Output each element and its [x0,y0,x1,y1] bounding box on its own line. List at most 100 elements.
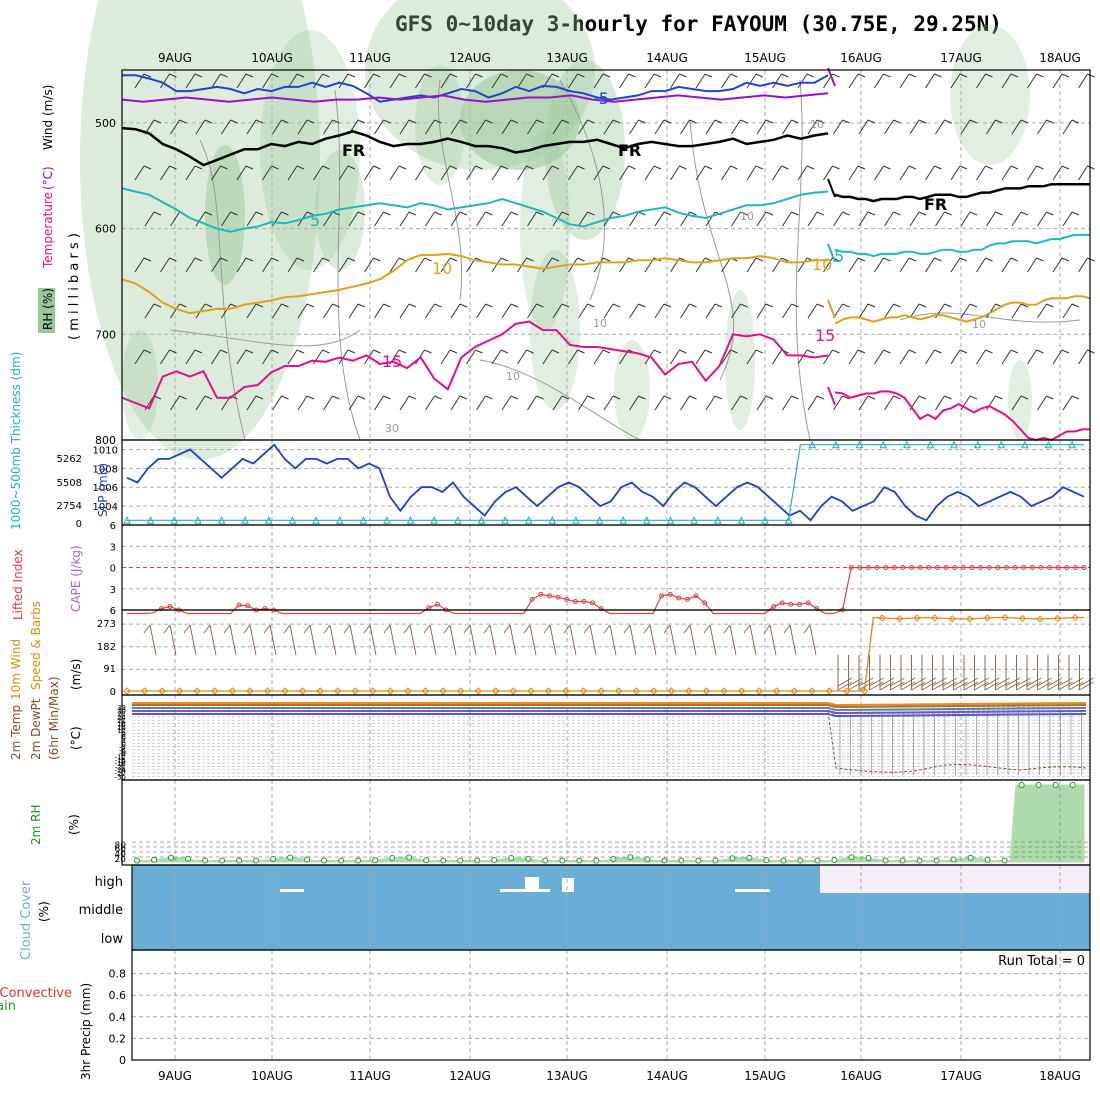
upper-wind-barb [1001,349,1019,365]
lifted-index-marker [883,565,889,570]
surface-wind-barb [323,624,337,656]
upper-wind-barb [287,165,305,181]
upper-wind-barb [746,165,764,181]
upper-wind-barb [705,303,723,319]
temperature-2m-line [132,707,1087,712]
upper-wind-barb [603,119,621,135]
upper-wind-barb [399,119,417,135]
rh-contour [199,139,246,441]
rh-marker [780,857,787,864]
contour-label: FR [342,141,365,160]
surface-wind-barb [503,624,517,656]
lifted-index-marker [1064,565,1070,570]
thickness-marker [501,516,509,524]
temperature-transition [827,299,836,319]
upper-wind-barb [884,119,901,135]
upper-wind-barb [1052,165,1070,181]
upper-wind-barb [797,73,815,89]
upper-wind-barb [236,349,254,365]
date-label-top: 14AUG [646,51,688,65]
rh-shade-area [614,340,650,440]
wind-speed-marker [737,687,746,695]
wind-speed-marker [614,687,623,695]
upper-wind-barb [782,303,799,319]
lifted-index-marker [659,593,665,599]
upper-wind-barb [338,165,356,181]
temp-tick-label: -12 [115,754,126,762]
upper-wind-barb [348,303,366,319]
surface-wind-barb [783,624,797,656]
upper-wind-barb [491,257,509,273]
upper-wind-barb [721,349,738,365]
upper-wind-barb [960,395,978,411]
upper-wind-barb [262,73,279,89]
upper-wind-barb [976,165,993,181]
upper-wind-barb [960,119,978,135]
temp-tick-label: -30 [115,773,126,781]
lifted-index-marker [590,600,596,606]
surface-wind-barb [1068,655,1084,691]
thickness-marker [241,516,249,524]
thickness-tick-label: 2754 [57,501,82,512]
upper-wind-barb [440,73,458,89]
thickness-marker [383,516,391,524]
upper-wind-barb [976,349,993,365]
date-label-bottom: 15AUG [744,1069,786,1083]
upper-wind-barb [654,395,672,411]
upper-wind-barb [1078,73,1095,89]
rh-shade-area [415,65,465,185]
upper-wind-barb [501,395,519,411]
upper-wind-barb [170,395,187,411]
rh-marker [661,857,668,864]
upper-wind-barb [476,119,493,135]
date-label-bottom: 17AUG [940,1069,982,1083]
upper-wind-barb [195,211,213,227]
surface-wind-barb [623,624,637,656]
rh-contour [437,79,463,301]
surface-wind-barb [890,655,905,691]
grid-lines [122,70,1090,1060]
surface-wind-barb [921,655,937,691]
thickness-marker [997,440,1006,449]
upper-wind-barb [950,349,968,365]
thickness-marker [430,516,438,524]
upper-wind-barb [466,73,483,89]
lifted-index-marker [555,594,561,600]
thickness-marker [548,516,557,524]
rh-contour [795,79,811,441]
lifted-index-marker [926,565,932,570]
surface-wind-barb [953,655,968,691]
upper-wind-barb [695,257,713,273]
upper-wind-barb [593,349,611,365]
slp-tick-label: 1008 [93,464,118,475]
surface-wind-barb [603,624,617,656]
surface-wind-barb [423,624,437,656]
upper-wind-barb [517,349,534,365]
upper-wind-barb [297,303,315,319]
upper-wind-barb [415,165,432,181]
upper-wind-barb [185,349,203,365]
rh-marker [797,857,804,864]
lifted-index-marker [986,565,992,570]
upper-wind-barb [782,211,799,227]
wind-speed-marker [386,687,395,695]
data-lines [121,67,1091,863]
thickness-marker [643,516,651,524]
upper-wind-barb [772,165,789,181]
lifted-index-marker [779,600,785,606]
rh-contour [169,329,361,347]
upper-wind-barb [695,165,713,181]
surface-wind-barb [1005,655,1021,691]
upper-wind-barb [670,165,687,181]
temperature-transition [827,243,836,263]
upper-wind-barb [670,73,687,89]
lifted-index-marker [702,600,708,606]
date-label-bottom: 14AUG [646,1069,688,1083]
upper-wind-barb [925,257,942,273]
wind-speed-marker [123,687,131,695]
lifted-index-marker [952,565,958,570]
upper-wind-barb [364,73,381,89]
date-label-top: 18AUG [1039,51,1081,65]
thickness-marker [855,440,864,449]
rh-marker [559,857,566,864]
